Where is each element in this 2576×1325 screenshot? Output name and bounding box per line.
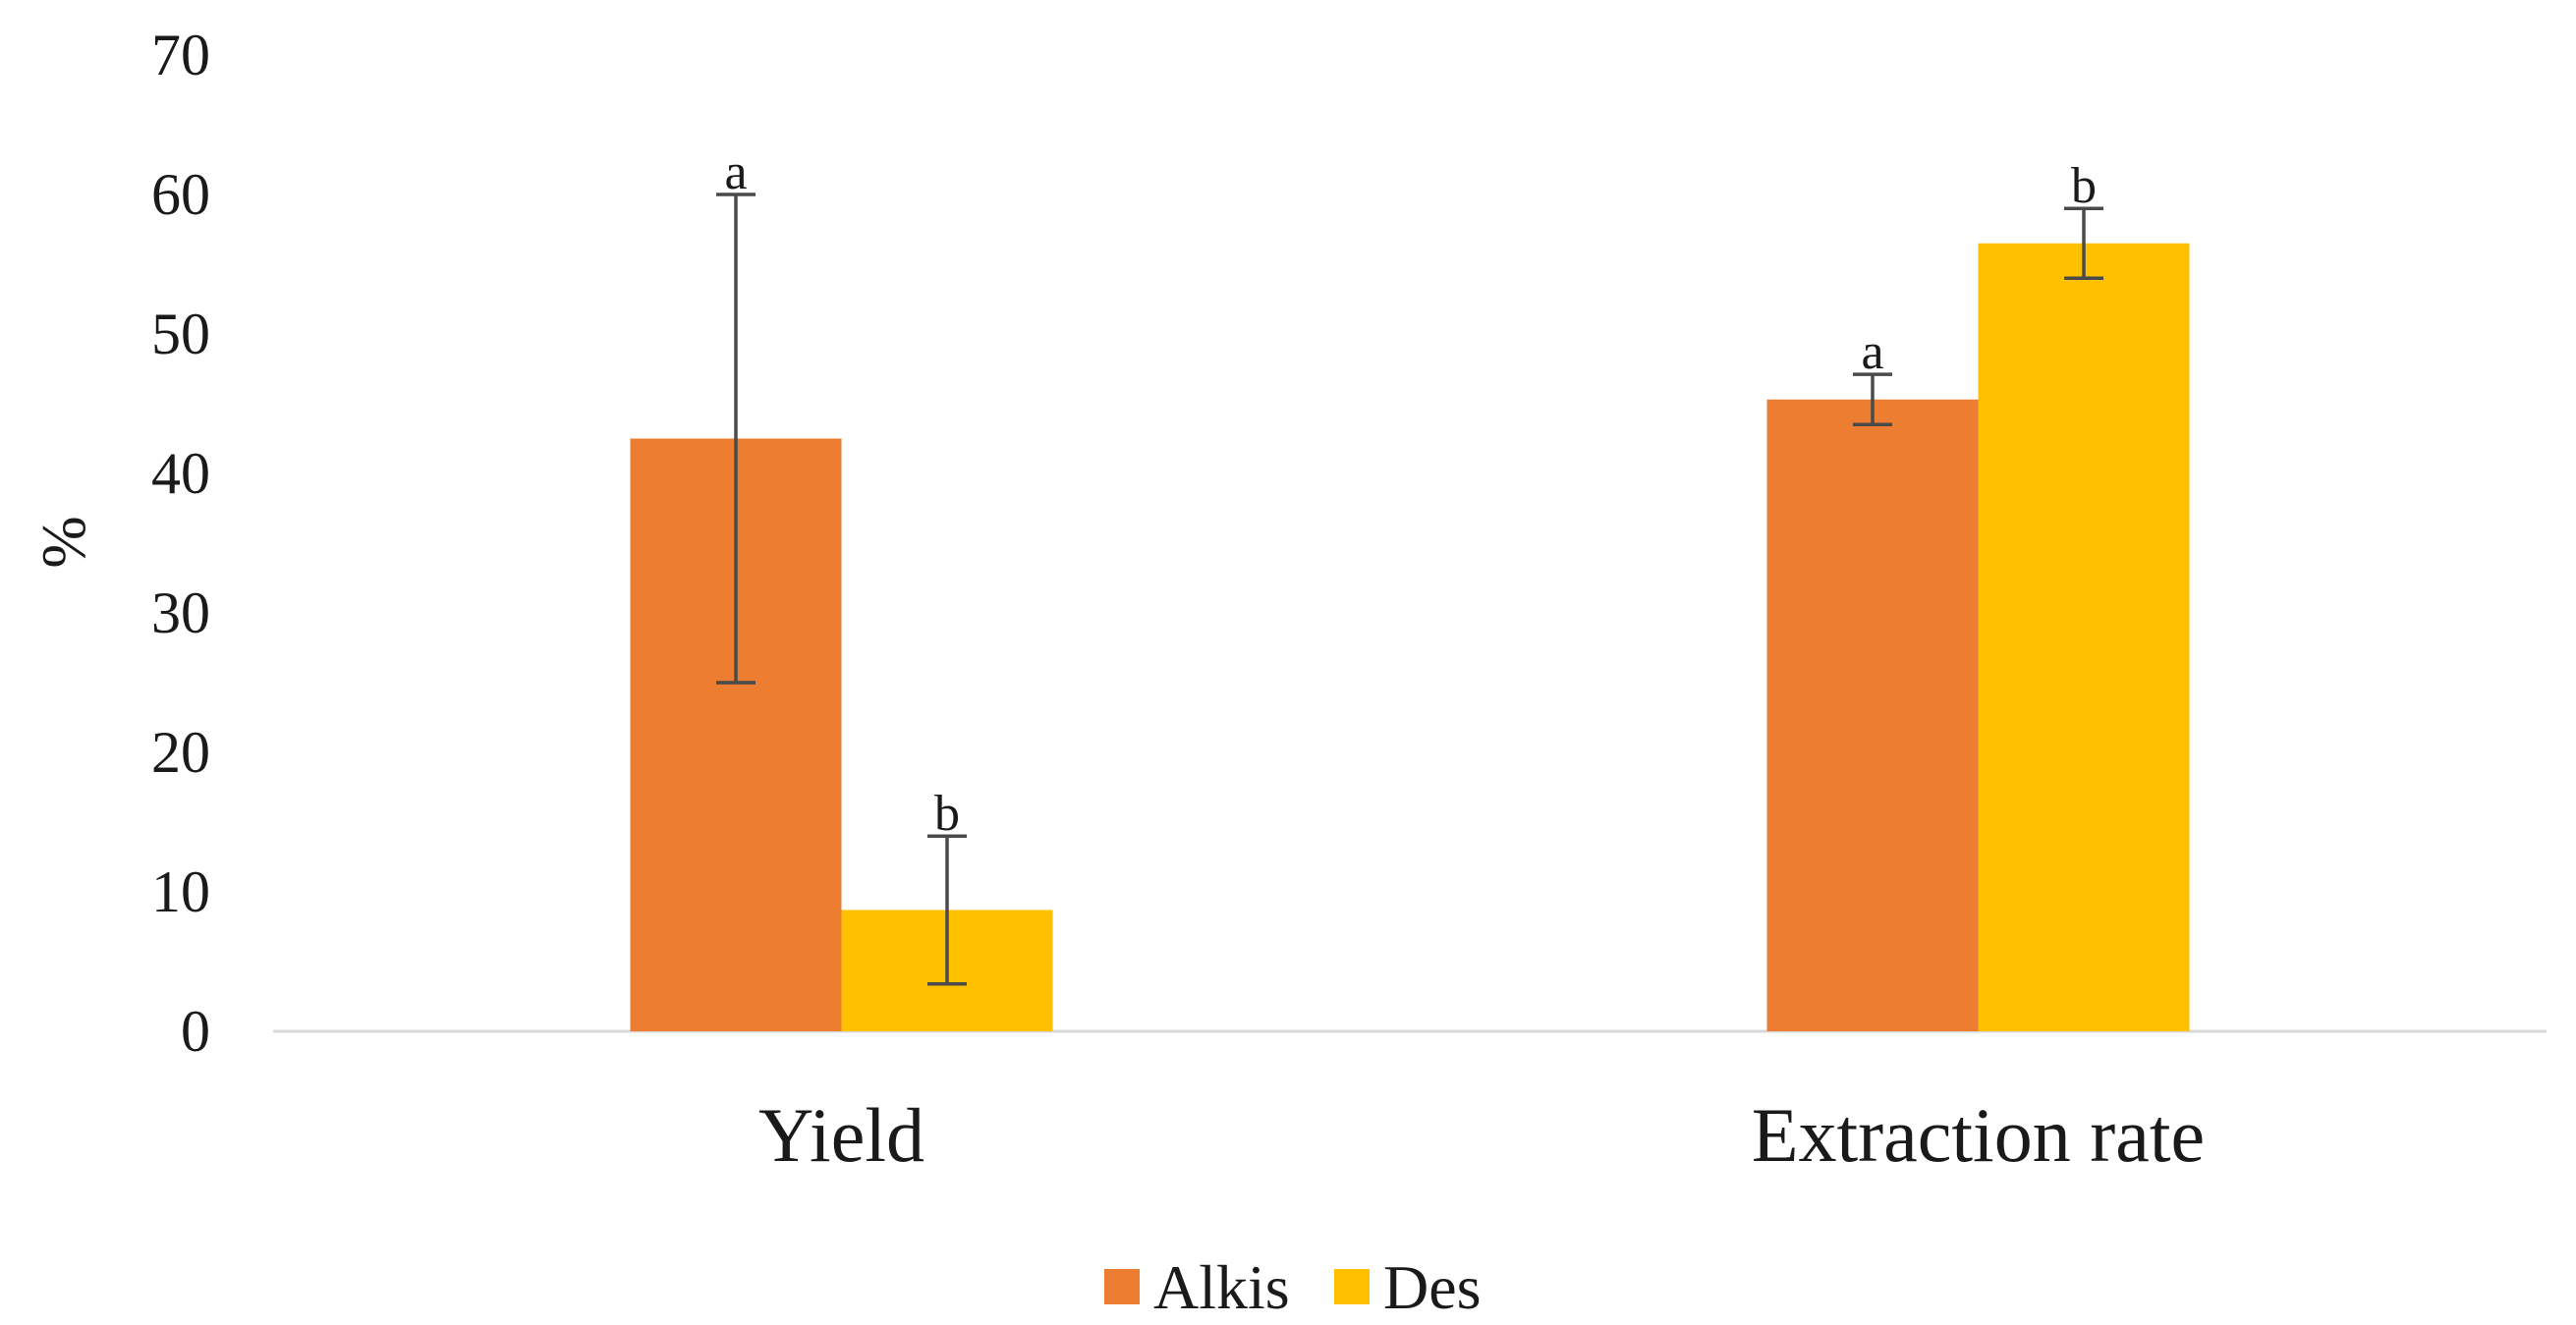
y-axis-ticks: 0 10 20 30 40 50 60 70 [151,23,210,1064]
category-label: Extraction rate [1752,1092,2205,1178]
error-bars [716,193,2103,986]
y-tick-label: 30 [151,580,210,645]
legend-label: Alkis [1153,1252,1290,1322]
category-labels: Yield Extraction rate [758,1092,2205,1178]
y-tick-label: 40 [151,441,210,506]
bar [1978,243,2190,1031]
y-tick-label: 60 [151,162,210,227]
significance-label: a [724,144,747,200]
category-label: Yield [758,1092,924,1178]
legend: Alkis Des [1104,1252,1482,1322]
significance-label: b [934,786,960,842]
legend-label: Des [1383,1252,1482,1322]
legend-swatch [1104,1269,1140,1304]
bars [630,243,2190,1031]
bar [1766,399,1979,1031]
y-tick-label: 70 [151,23,210,87]
y-axis-title: % [28,516,98,568]
y-tick-label: 0 [181,999,210,1064]
significance-label: b [2071,158,2097,214]
y-tick-label: 20 [151,720,210,785]
y-tick-label: 10 [151,859,210,924]
significance-label: a [1861,324,1883,380]
y-tick-label: 50 [151,302,210,366]
legend-swatch [1334,1269,1370,1304]
significance-labels: a b a b [724,144,2097,842]
